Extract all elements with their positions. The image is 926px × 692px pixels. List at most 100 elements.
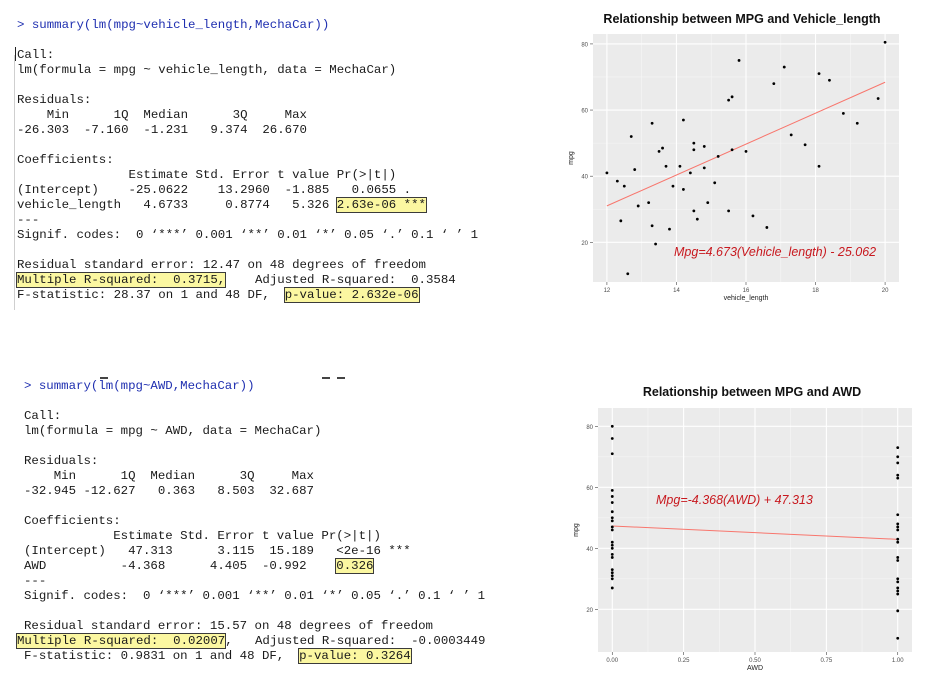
console-line: Estimate Std. Error t value Pr(>|t|) <box>24 529 411 543</box>
console-line: Coefficients: <box>24 514 121 528</box>
data-point <box>647 201 651 205</box>
data-point <box>610 495 614 498</box>
data-point <box>650 224 654 228</box>
data-point <box>610 586 614 590</box>
data-point <box>654 242 657 246</box>
console-line: Call: <box>24 409 62 423</box>
data-point <box>610 528 614 532</box>
console-line: Multiple R-squared: 0.3715, Adjusted R-s… <box>15 272 464 288</box>
data-point <box>610 488 614 492</box>
data-point <box>896 609 900 613</box>
console-line: F-statistic: 0.9831 on 1 and 48 DF, p-va… <box>24 648 412 664</box>
y-axis-label: mpg <box>573 523 580 537</box>
r-squared-highlight: Multiple R-squared: 0.3715, <box>15 272 227 288</box>
scroll-indicator <box>337 377 345 379</box>
data-point <box>817 164 821 168</box>
data-point <box>896 446 900 450</box>
data-point <box>896 455 900 459</box>
data-point <box>841 111 845 115</box>
data-point <box>896 556 900 559</box>
data-point <box>727 98 731 102</box>
data-point <box>682 188 685 191</box>
data-point <box>692 148 696 152</box>
console-line: Estimate Std. Error t value Pr(>|t|) <box>17 168 426 182</box>
scatter-chart-vehicle-length: 20 40 60 80 12 14 16 18 20 vehicle_length mpg <box>568 34 899 302</box>
data-point <box>789 133 793 137</box>
tick-label: 40 <box>586 547 593 553</box>
data-point <box>692 141 696 145</box>
data-point <box>896 540 900 544</box>
console-command[interactable]: > summary(lm(mpg~AWD,MechaCar)) <box>24 379 255 393</box>
data-point <box>765 226 769 229</box>
console-line: Signif. codes: 0 ‘***’ 0.001 ‘**’ 0.01 ‘… <box>17 228 479 242</box>
x-axis-label: vehicle_length <box>724 295 769 302</box>
data-point <box>657 149 661 153</box>
scroll-indicator <box>100 377 108 379</box>
tick-label: 60 <box>581 109 588 115</box>
console-line: AWD -4.368 4.405 -0.992 0.326 <box>24 558 375 574</box>
tick-label: 80 <box>586 425 593 431</box>
data-point <box>688 171 692 175</box>
console-line: Signif. codes: 0 ‘***’ 0.001 ‘**’ 0.01 ‘… <box>24 589 486 603</box>
data-point <box>605 171 609 175</box>
data-point <box>876 97 880 100</box>
data-point <box>702 145 706 148</box>
data-point <box>610 577 614 581</box>
data-point <box>629 135 633 138</box>
data-point <box>713 181 717 185</box>
console-line: Residuals: <box>17 93 92 107</box>
data-point <box>610 540 614 544</box>
data-point <box>671 184 675 188</box>
regression-equation: Mpg=-4.368(AWD) + 47.313 <box>656 493 813 507</box>
data-point <box>702 166 706 170</box>
f-pvalue-highlight: p-value: 0.3264 <box>298 648 412 664</box>
data-point <box>744 149 748 153</box>
f-pvalue-highlight: p-value: 2.632e-06 <box>283 287 420 303</box>
data-point <box>730 148 734 152</box>
r-console-output-awd: > summary(lm(mpg~AWD,MechaCar)) Call: lm… <box>15 379 493 664</box>
tick-label: 12 <box>604 288 611 294</box>
console-line: --- <box>17 213 40 227</box>
console-line: Min 1Q Median 3Q Max <box>24 469 322 483</box>
data-point <box>782 65 786 69</box>
data-point <box>610 525 614 529</box>
console-line: (Intercept) -25.0622 13.2960 -1.885 0.06… <box>17 183 426 197</box>
r-squared-highlight: Multiple R-squared: 0.02007 <box>15 633 227 649</box>
data-point <box>610 510 614 514</box>
console-line: Multiple R-squared: 0.02007, Adjusted R-… <box>15 633 493 649</box>
console-line <box>24 394 493 409</box>
console-line <box>24 439 493 454</box>
regression-line <box>612 525 898 540</box>
data-point <box>772 82 776 85</box>
data-point <box>896 522 900 526</box>
data-point <box>633 168 637 171</box>
console-line: -32.945 -12.627 0.363 8.503 32.687 <box>24 484 322 498</box>
console-line: Residuals: <box>24 454 99 468</box>
scroll-indicator <box>322 377 330 379</box>
data-point <box>636 204 640 208</box>
data-point <box>610 437 614 440</box>
console-line: Residual standard error: 12.47 on 48 deg… <box>17 258 426 272</box>
data-point <box>896 473 900 477</box>
console-line: Residual standard error: 15.57 on 48 deg… <box>24 619 433 633</box>
tick-label: 20 <box>581 241 588 247</box>
data-point <box>650 121 654 125</box>
regression-line <box>606 81 886 207</box>
data-point <box>896 559 900 562</box>
console-line: Min 1Q Median 3Q Max <box>17 108 315 122</box>
data-point <box>896 528 900 532</box>
data-point <box>668 227 671 231</box>
data-point <box>610 574 614 578</box>
data-point <box>619 219 623 223</box>
data-point <box>828 78 831 82</box>
console-command[interactable]: > summary(lm(mpg~vehicle_length,MechaCar… <box>17 18 330 32</box>
data-point <box>716 154 720 158</box>
console-line <box>17 33 478 48</box>
tick-label: 1.00 <box>892 658 904 664</box>
data-point <box>664 164 668 168</box>
data-point <box>896 513 900 517</box>
scatter-chart-awd: 20 40 60 80 0.00 0.25 0.50 0.75 1.00 AWD mpg <box>573 408 912 672</box>
regression-equation: Mpg=4.673(Vehicle_length) - 25.062 <box>674 245 877 259</box>
console-line <box>17 138 478 153</box>
data-point <box>661 146 664 150</box>
